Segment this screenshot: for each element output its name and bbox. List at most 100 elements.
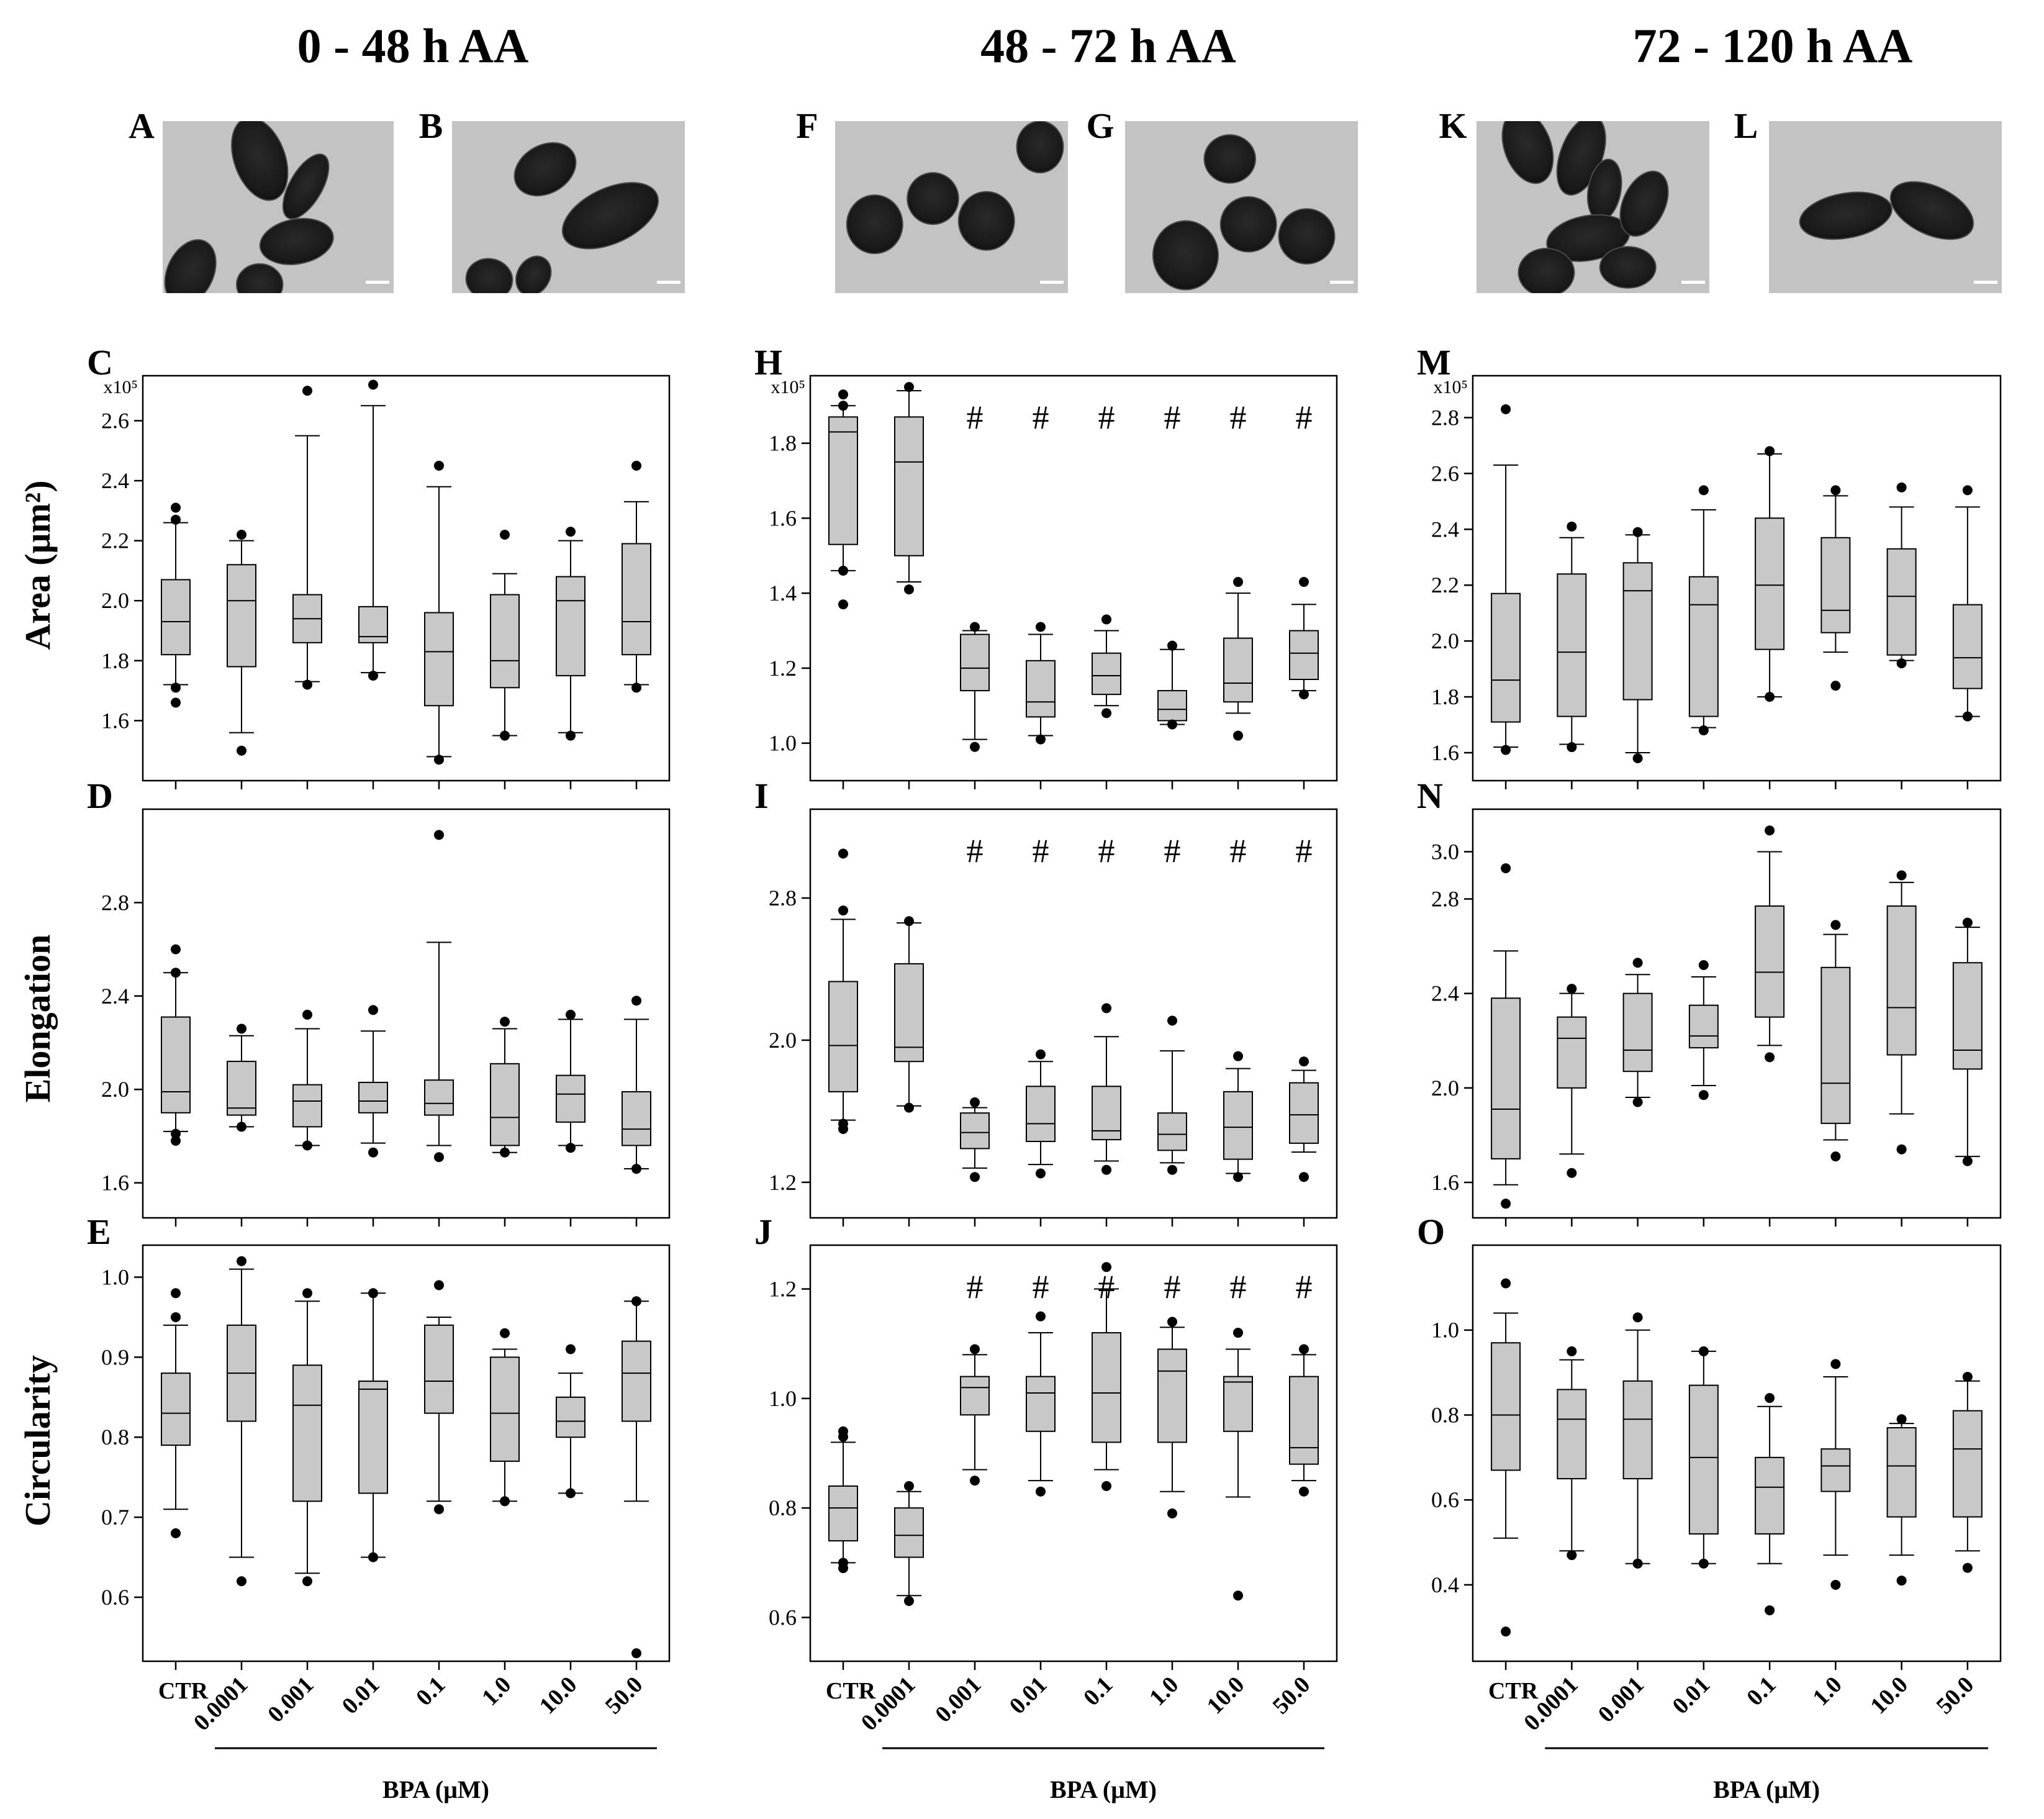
outlier-point (838, 389, 848, 400)
plot-frame (142, 374, 671, 782)
outlier-point (171, 514, 181, 525)
outlier-point (171, 1288, 181, 1299)
significance-marker: # (1033, 832, 1049, 869)
box-iqr (1622, 992, 1653, 1073)
box-iqr (1557, 1389, 1587, 1480)
outlier-point (237, 1576, 246, 1587)
box-iqr (1092, 652, 1121, 696)
micrograph-F: F (796, 106, 1068, 293)
box-iqr (828, 981, 858, 1092)
box-iqr (1223, 1091, 1253, 1160)
outlier-point (1962, 711, 1973, 722)
outlier-point (904, 1102, 914, 1113)
outlier-point (631, 683, 641, 693)
embryo-shape (561, 182, 659, 250)
outlier-point (1233, 1328, 1243, 1338)
outlier-point (631, 1296, 641, 1307)
panel-letter-G: G (1086, 106, 1114, 146)
outlier-point (838, 1426, 848, 1436)
outlier-point (1501, 863, 1511, 874)
outlier-point (1698, 960, 1709, 971)
box-CTR (1491, 404, 1521, 755)
outlier-point (1830, 485, 1841, 496)
micrograph-G: G (1086, 106, 1358, 293)
outlier-point (434, 755, 444, 765)
outlier-point (302, 1288, 312, 1299)
box-0.0001 (894, 1481, 924, 1607)
box-iqr (828, 1485, 858, 1542)
outlier-point (1101, 708, 1111, 719)
y-tick-label: 2.0 (101, 588, 129, 613)
box-iqr (1491, 592, 1521, 723)
panel-letter-M: M (1417, 342, 1451, 383)
embryo-shape (1219, 196, 1277, 253)
box-10.0: # (1223, 1268, 1253, 1601)
outlier-point (302, 1140, 312, 1151)
y-tick-label: 2.2 (1431, 573, 1459, 597)
box-iqr (556, 1074, 586, 1123)
box-iqr (1952, 1410, 1983, 1518)
box-0.1 (1755, 825, 1785, 1063)
outlier-point (566, 527, 576, 537)
box-plot-D: D 1.6 2.0 2.4 2.8 (87, 776, 671, 1227)
significance-marker: # (1164, 399, 1181, 436)
outlier-point (1765, 1393, 1775, 1404)
box-iqr (1557, 573, 1587, 717)
y-tick-label: 2.0 (101, 1077, 129, 1102)
y-tick-label: 1.2 (769, 656, 797, 681)
box-CTR (161, 944, 191, 1146)
box-0.0001 (227, 529, 256, 756)
y-tick-label: 2.8 (769, 886, 797, 910)
outlier-point (171, 502, 181, 513)
y-tick-label: 0.8 (1431, 1402, 1459, 1427)
box-50.0: # (1289, 1268, 1319, 1497)
outlier-point (237, 529, 246, 540)
box-iqr (556, 576, 586, 676)
box-50.0 (622, 460, 651, 693)
outlier-point (1167, 640, 1177, 651)
outlier-point (171, 1312, 181, 1322)
significance-marker: # (1164, 1268, 1181, 1305)
box-iqr (1289, 1082, 1319, 1144)
panel-letter-E: E (87, 1212, 111, 1252)
embryo-shape (1889, 181, 1974, 240)
y-scale-label: x10⁵ (104, 377, 138, 397)
box-iqr (1886, 1427, 1917, 1518)
box-iqr (1026, 1086, 1056, 1142)
y-tick-label: 1.6 (1431, 1170, 1459, 1195)
box-iqr (1223, 637, 1253, 703)
x-axis-title: BPA (μM) (1713, 1776, 1820, 1803)
outlier-point (237, 745, 246, 756)
box-0.01 (358, 1288, 388, 1563)
outlier-point (1896, 870, 1907, 881)
box-0.0001 (227, 1023, 256, 1132)
outlier-point (1632, 1312, 1643, 1323)
outlier-point (1698, 725, 1709, 736)
outlier-point (1830, 1151, 1841, 1162)
outlier-point (1036, 1311, 1046, 1322)
outlier-point (838, 1118, 848, 1129)
ylabel-circularity: Circularity (17, 1355, 58, 1526)
outlier-point (302, 1009, 312, 1020)
significance-marker: # (1230, 832, 1247, 869)
outlier-point (1765, 1052, 1775, 1063)
embryo-shape (1517, 247, 1575, 293)
outlier-point (631, 1648, 641, 1659)
column-title-0-48h: 0 - 48 h AA (297, 19, 529, 73)
outlier-point (1632, 958, 1643, 968)
box-10.0: # (1223, 399, 1253, 741)
box-iqr (161, 1372, 191, 1446)
outlier-point (237, 1023, 246, 1034)
outlier-point (434, 1280, 444, 1291)
outlier-point (1896, 482, 1907, 492)
outlier-point (1567, 1550, 1577, 1561)
box-iqr (1688, 1004, 1719, 1049)
micrograph-L: L (1734, 106, 2002, 293)
outlier-point (171, 683, 181, 693)
box-iqr (1755, 1456, 1785, 1535)
box-0.01 (1688, 1346, 1719, 1569)
box-0.001 (1622, 958, 1653, 1107)
